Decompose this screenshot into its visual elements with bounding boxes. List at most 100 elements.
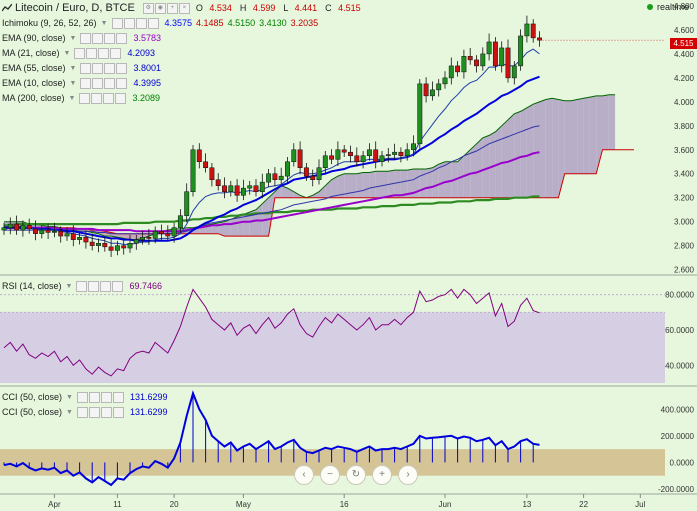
eye-icon[interactable] [92,78,104,89]
chevron-down-icon[interactable]: ▼ [65,283,73,290]
candle [474,55,479,73]
candle [83,230,89,249]
candle-body [70,233,76,240]
chevron-down-icon[interactable]: ▼ [68,95,76,102]
candle-body [247,185,253,189]
source-icon[interactable] [100,392,112,403]
eye-icon[interactable] [86,48,98,59]
cloud-segment [331,176,338,198]
indicator-tools[interactable] [76,392,125,403]
candle [51,222,57,238]
x-tick-label: 20 [170,500,179,509]
cloud-segment [243,212,250,237]
eye-icon[interactable] [88,392,100,403]
legend-ma-3[interactable]: EMA (10, close) ▼ 4.3995 [2,76,369,91]
scroll-left-button[interactable]: ‹ [294,465,314,485]
close-icon[interactable] [147,18,159,29]
legend-ma-0[interactable]: EMA (90, close) ▼ 3.5783 [2,31,369,46]
legend-cci-1[interactable]: CCI (50, close) ▼ 131.6299 [2,405,168,420]
legend-ma-1[interactable]: MA (21, close) ▼ 4.2093 [2,46,369,61]
indicator-tools[interactable] [111,18,160,29]
senkou-span-a-line [4,94,616,241]
close-icon[interactable] [112,392,124,403]
indicator-tools[interactable] [79,93,127,104]
source-icon[interactable] [98,48,110,59]
candle [203,153,209,173]
close-icon[interactable] [112,281,124,292]
cloud-segment [426,167,433,198]
legend-cci-0[interactable]: CCI (50, close) ▼ 131.6299 [2,390,168,405]
cloud-segment [287,188,294,198]
indicator-tools[interactable] [76,407,125,418]
settings-icon[interactable] [74,48,86,59]
chevron-down-icon[interactable]: ▼ [69,35,77,42]
source-icon[interactable] [104,33,116,44]
candle [26,218,32,234]
title-tools[interactable]: ⚙ ◉ + × [142,2,191,14]
settings-icon[interactable] [80,63,92,74]
eye-icon[interactable] [123,18,135,29]
eye-icon[interactable] [88,281,100,292]
settings-icon[interactable] [111,18,123,29]
eye-icon[interactable] [91,93,103,104]
close-icon[interactable] [110,48,122,59]
indicator-tools[interactable] [80,33,128,44]
source-icon[interactable] [104,78,116,89]
source-icon[interactable] [135,18,147,29]
close-icon[interactable] [116,78,128,89]
settings-icon[interactable] [80,78,92,89]
settings-icon[interactable]: ⚙ [142,2,154,14]
indicator-tools[interactable] [74,48,122,59]
zoom-out-button[interactable]: − [320,465,340,485]
price-tick-label: 4.600 [674,26,695,35]
ohlc-label: O [195,3,206,13]
settings-icon[interactable] [76,392,88,403]
chevron-down-icon[interactable]: ▼ [69,65,77,72]
source-icon[interactable] [100,281,112,292]
source-icon[interactable] [103,93,115,104]
source-icon[interactable] [104,63,116,74]
candle-body [322,155,328,169]
ma21-line [4,75,540,242]
ohlc-h: H 4.599 [240,3,280,13]
close-icon[interactable] [116,63,128,74]
settings-icon[interactable] [79,93,91,104]
indicator-tools[interactable] [80,63,128,74]
source-icon[interactable] [100,407,112,418]
settings-icon[interactable] [80,33,92,44]
settings-icon[interactable] [76,281,88,292]
chevron-down-icon[interactable]: ▼ [66,409,73,416]
close-icon[interactable] [116,33,128,44]
zoom-in-button[interactable]: + [372,465,392,485]
legend-rsi[interactable]: RSI (14, close) ▼ 69.7466 [2,279,162,294]
scroll-right-button[interactable]: › [398,465,418,485]
indicator-tools[interactable] [76,281,124,292]
chevron-down-icon[interactable]: ▼ [100,20,108,27]
candle-body [1,227,7,231]
cloud-segment [293,191,301,198]
eye-icon[interactable] [88,407,100,418]
candle [253,179,259,197]
ema55-line [4,125,540,235]
eye-icon[interactable] [92,63,104,74]
chevron-down-icon[interactable]: ▼ [66,394,73,401]
cloud-segment [589,95,597,174]
legend-ichimoku[interactable]: Ichimoku (9, 26, 52, 26) ▼ 4.3575 4.1485 4… [2,16,369,31]
legend-ma-4[interactable]: MA (200, close) ▼ 3.2089 [2,91,369,106]
eye-icon[interactable]: ◉ [154,2,166,14]
chevron-down-icon[interactable]: ▼ [63,50,71,57]
chevron-down-icon[interactable]: ▼ [69,80,77,87]
cloud-segment [558,99,565,198]
candle [366,143,372,161]
close-icon[interactable]: × [178,2,190,14]
candle [335,141,341,166]
eye-icon[interactable] [92,33,104,44]
close-icon[interactable] [115,93,127,104]
compare-icon[interactable]: + [166,2,178,14]
reset-button[interactable]: ↻ [346,465,366,485]
indicator-tools[interactable] [80,78,128,89]
settings-icon[interactable] [76,407,88,418]
close-icon[interactable] [112,407,124,418]
legend-ma-2[interactable]: EMA (55, close) ▼ 3.8001 [2,61,369,76]
